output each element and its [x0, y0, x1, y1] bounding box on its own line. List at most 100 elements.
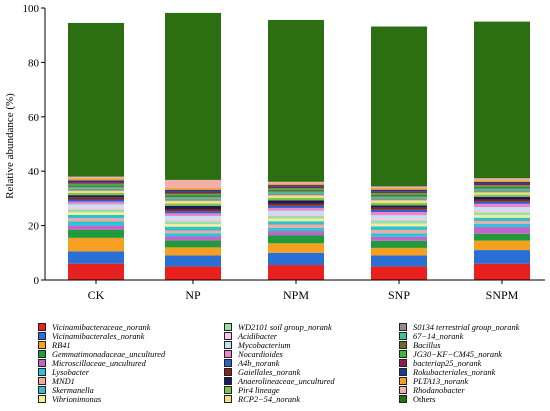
- legend-label: JG30−KF−CM45_norank: [413, 350, 502, 360]
- legend-label: Acidibacter: [238, 332, 278, 342]
- legend-label: Rhodanobacter: [413, 386, 465, 396]
- stacked-bar-chart: 0 20 40 60 80 100 CK NP NPM SNP SNPM Relative abu…: [4, 3, 545, 300]
- bar-segment: [68, 214, 124, 219]
- bar-segment: [165, 198, 221, 201]
- bar-segment: [68, 192, 124, 196]
- bar-segment: [371, 247, 427, 256]
- legend-swatch: [38, 341, 46, 350]
- legend-item: Microscillaceae_uncultured: [38, 359, 146, 368]
- y-axis: 0 20 40 60 80 100: [23, 3, 46, 287]
- legend-label: A4b_norank: [238, 359, 280, 369]
- bar-segment: [268, 185, 324, 187]
- bar-segment: [268, 224, 324, 228]
- legend-item: S0134 terrestrial group_norank: [399, 323, 519, 332]
- bar-stack-snpm: [474, 21, 530, 280]
- legend-swatch: [399, 386, 407, 395]
- legend-item: PLTA13_norank: [399, 377, 468, 386]
- bar-segment: [371, 220, 427, 224]
- bar-segment: [68, 176, 124, 179]
- bar-segment: [268, 193, 324, 196]
- bar-segment: [165, 223, 221, 227]
- bar-segment: [371, 215, 427, 218]
- legend-label: Bacillus: [413, 341, 441, 351]
- bar-segment: [371, 207, 427, 210]
- legend-label: Pir4 lineage: [238, 386, 280, 396]
- bar-segment: [68, 207, 124, 210]
- bar-segment: [371, 196, 427, 199]
- bar-segment: [474, 207, 530, 210]
- legend-item: Vicinamibacterales_norank: [38, 332, 144, 341]
- legend-item: Rokubacteriales_norank: [399, 368, 495, 377]
- bar-segment: [371, 233, 427, 237]
- legend-item: Rhodanobacter: [399, 386, 465, 395]
- legend-item: Gemmatimonadaceae_uncultured: [38, 350, 165, 359]
- bar-segment: [474, 181, 530, 184]
- bar-segment: [371, 192, 427, 195]
- legend-label: WD2101 soil group_norank: [238, 323, 332, 332]
- bar-segment: [68, 204, 124, 208]
- legend-label: Rokubacteriales_norank: [413, 368, 496, 378]
- bar-segment: [371, 240, 427, 248]
- bar-segment: [371, 223, 427, 227]
- bar-segment: [474, 21, 530, 179]
- legend-swatch: [399, 395, 407, 404]
- bar-segment: [68, 209, 124, 213]
- y-tick-label: 80: [28, 57, 40, 69]
- legend-swatch: [38, 395, 46, 404]
- bar-segment: [371, 226, 427, 230]
- bar-segment: [165, 193, 221, 196]
- legend-label: Vicinamibacterales_norank: [52, 332, 145, 342]
- bar-segment: [165, 216, 221, 219]
- bar-segment: [474, 190, 530, 193]
- legend-item: A4b_norank: [224, 359, 279, 368]
- bar-segment: [268, 188, 324, 190]
- bar-segment: [68, 229, 124, 238]
- bar-segment: [165, 209, 221, 212]
- legend-label: Skermanella: [52, 386, 94, 396]
- legend-item: bacteriap25_norank: [399, 359, 481, 368]
- legend-label: Lysobacter: [52, 368, 89, 378]
- y-tick-label: 20: [28, 221, 40, 233]
- bar-segment: [165, 221, 221, 224]
- legend-label: MND1: [52, 377, 75, 387]
- bar-segment: [371, 186, 427, 189]
- bar-stack-ck: [68, 22, 124, 280]
- legend-label: Gemmatimonadaceae_uncultured: [52, 350, 166, 360]
- bar-segment: [268, 183, 324, 186]
- bar-segment: [68, 185, 124, 187]
- y-tick-label: 40: [28, 166, 40, 178]
- bar-segment: [474, 196, 530, 200]
- bar-segment: [165, 200, 221, 204]
- bar-segment: [474, 226, 530, 234]
- bar-segment: [68, 188, 124, 191]
- bar-segment: [165, 205, 221, 210]
- bar-segment: [165, 188, 221, 190]
- bar-segment: [68, 225, 124, 230]
- bar-segment: [268, 189, 324, 192]
- bar-segment: [371, 188, 427, 190]
- legend-item: 67−14_norank: [399, 332, 463, 341]
- legend-item: Skermanella: [38, 386, 94, 395]
- legend-label: RB41: [52, 341, 71, 351]
- bar-segment: [371, 194, 427, 197]
- x-tick-label: SNPM: [486, 288, 519, 300]
- legend-item: Acidibacter: [224, 332, 277, 341]
- bar-segment: [474, 201, 530, 204]
- bar-segment: [165, 226, 221, 231]
- bar-segment: [268, 243, 324, 253]
- legend-label: Others: [413, 395, 436, 405]
- bar-segment: [474, 194, 530, 197]
- bar-segment: [474, 263, 530, 280]
- legend-item: MND1: [38, 377, 75, 386]
- legend-item: Bacillus: [399, 341, 440, 350]
- legend-item: JG30−KF−CM45_norank: [399, 350, 502, 359]
- bar-segment: [474, 185, 530, 187]
- bar-segment: [474, 180, 530, 182]
- bar-segment: [474, 178, 530, 181]
- bar-segment: [268, 265, 324, 280]
- bar-segment: [68, 263, 124, 280]
- y-tick-label: 100: [23, 3, 40, 15]
- bar-stack-npm: [268, 19, 324, 280]
- legend-swatch: [38, 323, 46, 332]
- bar-segment: [165, 247, 221, 256]
